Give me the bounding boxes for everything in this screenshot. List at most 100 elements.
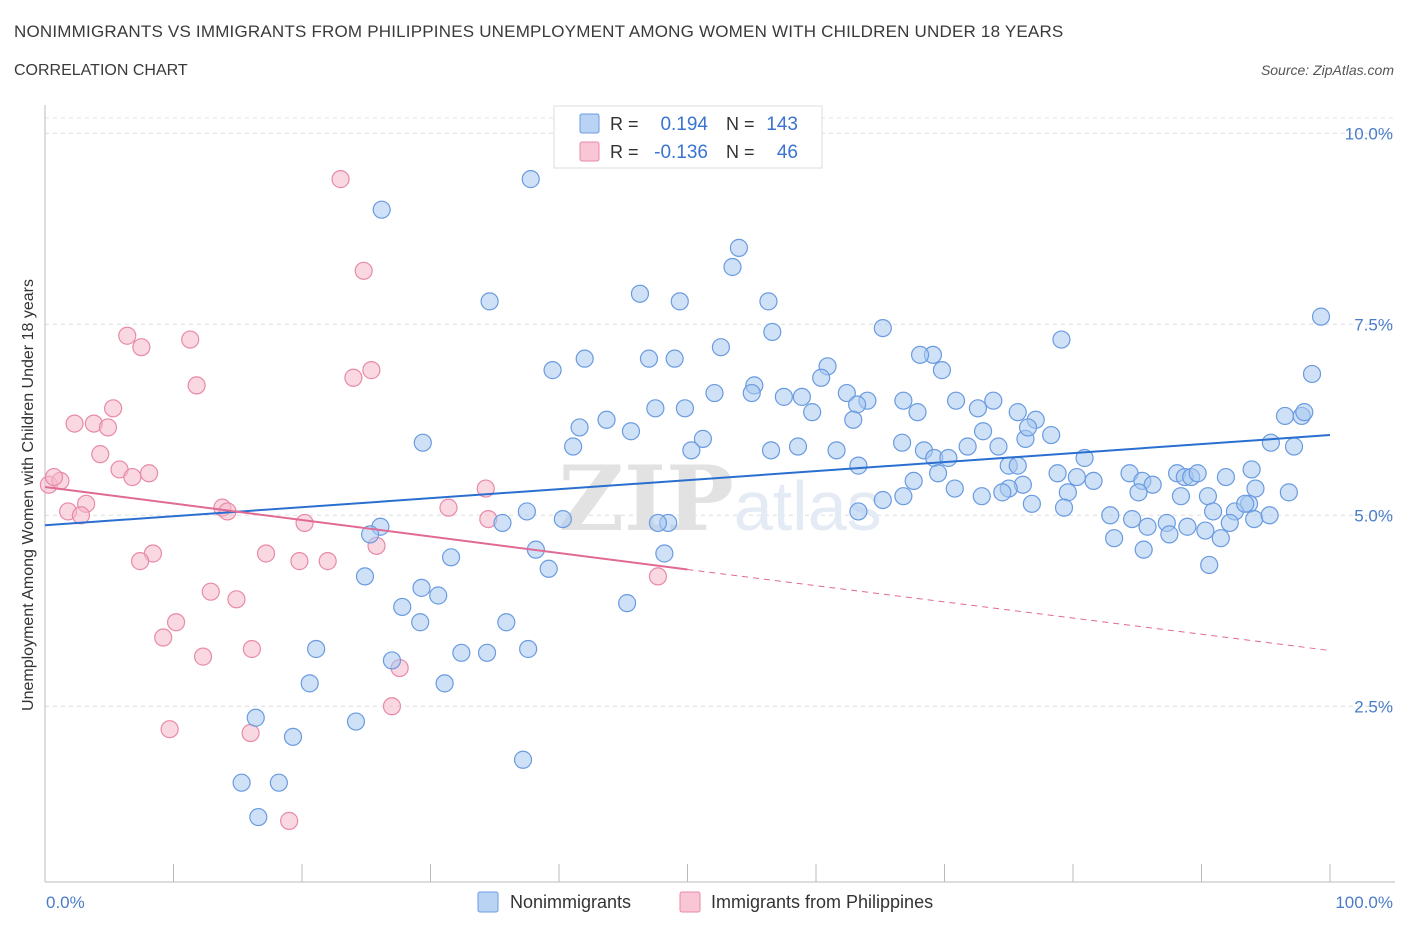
nonimmigrants-point-138 [452,643,471,662]
nonimmigrants-point-106 [945,479,964,498]
nonimmigrants-point-12 [711,338,731,357]
nonimmigrants-point-15 [575,349,594,368]
nonimmigrants-point-55 [564,437,583,456]
legend-n-label-1: N = [726,114,755,134]
nonimmigrants-point-14 [665,349,684,368]
nonimmigrants-point-143 [246,708,265,727]
nonimmigrants-point-93 [1123,509,1142,529]
legend-bottom-swatch-blue [477,891,499,913]
nonimmigrants-point-86 [1220,513,1239,533]
immigrants-point-37 [166,613,186,632]
nonimmigrants-point-0 [521,170,540,189]
nonimmigrants-point-30 [848,395,867,414]
y-tick-label-0: 2.5% [1354,697,1393,716]
nonimmigrants-point-142 [300,674,319,693]
immigrants-point-0 [331,170,350,189]
nonimmigrants-point-11 [1311,307,1331,326]
nonimmigrants-point-24 [705,383,724,403]
nonimmigrants-point-118 [1260,506,1279,525]
nonimmigrants-point-47 [570,418,589,437]
nonimmigrants-trend-line [44,434,1331,527]
nonimmigrants-point-18 [543,361,562,380]
nonimmigrants-point-123 [412,578,431,597]
legend-n-label-2: N = [726,142,755,162]
immigrants-point-38 [154,628,173,647]
nonimmigrants-point-133 [497,613,516,632]
nonimmigrants-point-79 [1261,433,1280,452]
nonimmigrants-point-92 [1138,517,1157,536]
nonimmigrants-point-32 [946,391,966,410]
source-label: Source: ZipAtlas.com [1260,62,1394,78]
nonimmigrants-point-31 [894,391,913,410]
nonimmigrants-point-25 [742,383,761,403]
immigrants-point-9 [65,414,84,433]
immigrants-point-1 [354,261,373,280]
nonimmigrants-point-17 [910,345,930,364]
nonimmigrants-point-45 [1042,425,1061,445]
nonimmigrants-point-94 [1105,529,1124,548]
y-tick-label-3: 10.0% [1345,124,1393,143]
nonimmigrants-point-39 [908,403,927,422]
nonimmigrants-point-59 [788,437,808,456]
nonimmigrants-point-87 [1211,529,1230,548]
immigrants-point-43 [160,720,179,739]
immigrants-point-24 [476,479,495,498]
nonimmigrants-point-13 [639,349,659,368]
nonimmigrants-point-144 [283,727,303,746]
nonimmigrants-point-117 [1242,460,1261,479]
nonimmigrants-point-9 [873,319,892,338]
immigrants-point-42 [382,697,402,716]
legend-bottom-label-2: Immigrants from Philippines [711,892,933,912]
nonimmigrants-point-75 [1275,406,1295,426]
immigrants-trend-line [44,486,688,571]
nonimmigrants-point-54 [989,437,1008,456]
immigrants-point-27 [295,513,314,533]
nonimmigrants-point-23 [1302,364,1322,384]
nonimmigrants-point-116 [1196,521,1215,540]
immigrants-point-15 [123,467,142,487]
nonimmigrants-point-27 [792,387,811,406]
nonimmigrants-point-98 [1058,483,1077,502]
immigrants-point-40 [242,639,261,659]
immigrants-point-4 [181,330,200,349]
y-tick-labels: 2.5% 5.0% 7.5% 10.0% [1345,124,1393,716]
nonimmigrants-point-149 [232,773,251,792]
nonimmigrants-point-41 [1008,403,1027,422]
nonimmigrants-point-119 [517,502,536,521]
nonimmigrants-point-146 [435,674,454,693]
nonimmigrants-point-49 [693,429,713,448]
x-tick-labels: 0.0% 100.0% [46,893,1393,912]
immigrants-point-5 [362,361,381,380]
immigrants-point-45 [280,811,299,830]
legend-r-value-2: -0.136 [654,142,708,163]
legend-bottom-swatch-pink [679,891,701,913]
immigrants-point-18 [44,467,64,487]
nonimmigrants-point-2 [729,238,749,257]
nonimmigrants-point-6 [480,292,499,311]
legend-r-value-1: 0.194 [660,114,708,135]
axes [44,105,1395,883]
nonimmigrants-point-99 [1048,464,1067,483]
nonimmigrants-point-125 [539,559,558,578]
nonimmigrants-point-95 [1101,506,1120,525]
nonimmigrants-point-72 [1188,464,1207,483]
nonimmigrants-point-91 [1160,525,1179,544]
nonimmigrants-point-109 [894,487,913,506]
nonimmigrants-point-141 [307,639,326,659]
nonimmigrants-points [232,170,1331,827]
nonimmigrants-point-120 [493,513,512,533]
nonimmigrants-point-110 [873,490,892,510]
nonimmigrants-point-97 [1067,467,1086,487]
immigrants-point-21 [71,506,91,525]
legend-bottom: Nonimmigrants Immigrants from Philippine… [477,891,933,913]
nonimmigrants-point-139 [477,643,497,662]
immigrants-point-31 [256,544,276,563]
watermark: ZIPatlas [558,446,881,552]
nonimmigrants-point-10 [1052,330,1071,349]
nonimmigrants-point-37 [803,403,822,422]
nonimmigrants-point-105 [972,487,991,506]
nonimmigrants-point-83 [1236,494,1255,513]
legend-n-value-1: 143 [766,114,798,135]
immigrants-point-44 [241,723,260,743]
